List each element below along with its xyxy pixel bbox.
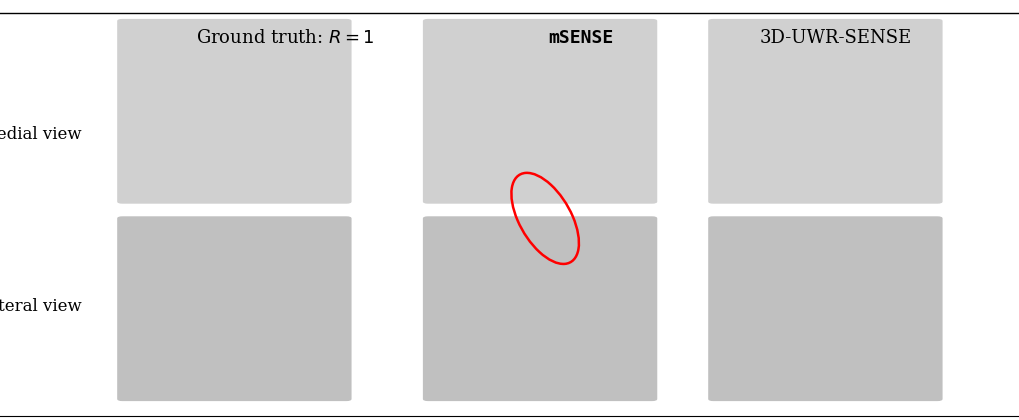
Text: medial view: medial view: [0, 126, 82, 143]
Text: 3D-UWR-SENSE: 3D-UWR-SENSE: [759, 29, 912, 47]
Text: Ground truth: $R = 1$: Ground truth: $R = 1$: [196, 29, 375, 47]
FancyBboxPatch shape: [708, 216, 943, 401]
Text: lateral view: lateral view: [0, 298, 82, 315]
FancyBboxPatch shape: [708, 19, 943, 204]
FancyBboxPatch shape: [423, 216, 657, 401]
FancyBboxPatch shape: [117, 216, 352, 401]
FancyBboxPatch shape: [423, 19, 657, 204]
Text: mSENSE: mSENSE: [548, 29, 613, 47]
FancyBboxPatch shape: [117, 19, 352, 204]
